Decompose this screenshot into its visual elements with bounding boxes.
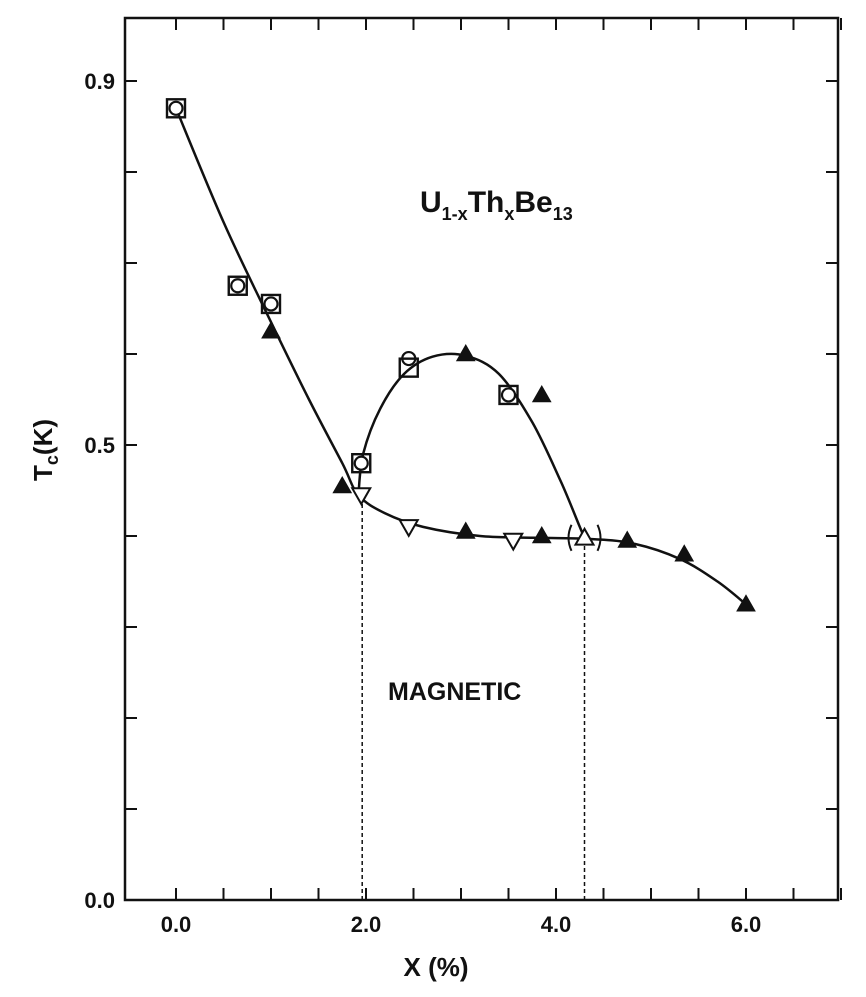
point-filled-triangle bbox=[674, 544, 695, 562]
point-open-square bbox=[498, 384, 519, 406]
point-bracket-right bbox=[596, 524, 602, 552]
point-filled-triangle bbox=[261, 321, 281, 339]
point-filled-triangle bbox=[617, 530, 638, 548]
point-open-triangle-down bbox=[350, 487, 372, 507]
tick-labels: 0.0 2.0 4.0 6.0 0.0 0.5 0.9 bbox=[84, 69, 761, 937]
point-open-square bbox=[227, 275, 248, 296]
point-open-circle bbox=[168, 100, 184, 116]
point-open-square bbox=[165, 98, 187, 119]
point-open-square bbox=[398, 357, 419, 378]
point-open-square bbox=[351, 453, 372, 474]
y-tick-label: 0.0 bbox=[84, 888, 115, 913]
point-filled-triangle bbox=[531, 384, 552, 403]
point-open-triangle-up bbox=[573, 526, 596, 546]
x-axis-title: X (%) bbox=[404, 952, 469, 982]
x-tick-label: 4.0 bbox=[541, 912, 572, 937]
point-open-triangle-down bbox=[502, 532, 524, 552]
axis-ticks bbox=[125, 18, 842, 901]
point-open-circle bbox=[500, 387, 517, 403]
point-bracket-left bbox=[567, 524, 573, 552]
formula-annotation: U1-xThxBe13 bbox=[420, 186, 573, 224]
point-filled-triangle bbox=[332, 475, 353, 494]
x-tick-label: 0.0 bbox=[161, 912, 192, 937]
y-tick-label: 0.5 bbox=[84, 433, 115, 458]
point-open-circle bbox=[230, 278, 246, 294]
curve-reentrant bbox=[357, 352, 586, 539]
data-markers bbox=[165, 98, 756, 612]
y-tick-label: 0.9 bbox=[84, 69, 115, 94]
magnetic-region-label: MAGNETIC bbox=[388, 678, 521, 706]
point-open-square bbox=[260, 293, 282, 315]
point-filled-triangle bbox=[455, 521, 476, 539]
point-filled-triangle bbox=[736, 594, 756, 612]
y-axis-title: Tc(K) bbox=[28, 419, 62, 481]
x-tick-label: 6.0 bbox=[731, 912, 762, 937]
point-filled-triangle bbox=[531, 525, 552, 544]
plot-frame bbox=[123, 16, 840, 902]
point-open-circle bbox=[263, 296, 279, 312]
point-filled-triangle bbox=[455, 343, 476, 362]
x-tick-label: 2.0 bbox=[351, 912, 382, 937]
point-open-triangle-down bbox=[398, 519, 420, 538]
phase-boundaries bbox=[361, 495, 586, 900]
point-open-circle bbox=[353, 455, 369, 471]
